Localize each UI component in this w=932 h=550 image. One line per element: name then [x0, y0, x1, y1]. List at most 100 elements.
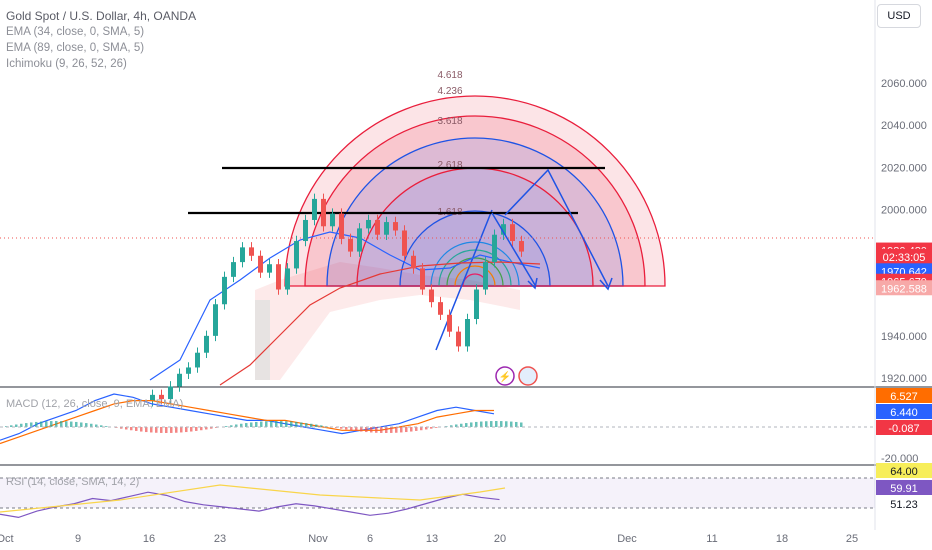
trend-line [435, 209, 493, 351]
macd-histogram-bar [245, 423, 248, 427]
arrow-head [599, 277, 613, 291]
macd-series-line [0, 400, 494, 445]
macd-histogram-bar [65, 421, 68, 427]
macd-histogram-bar [155, 427, 158, 433]
candle [240, 247, 245, 263]
macd-histogram-bar [120, 427, 123, 429]
macd-histogram-bar [385, 427, 388, 433]
macd-histogram-bar [40, 421, 43, 427]
macd-histogram-bar [45, 421, 48, 427]
macd-histogram-bar [20, 423, 23, 427]
candle [339, 213, 344, 239]
macd-histogram-bar [190, 427, 193, 432]
macd-label: MACD (12, 26, close, 9, EMA, EMA) [6, 398, 184, 410]
event-flash-icon [495, 366, 515, 386]
macd-histogram-bar [510, 421, 513, 427]
x-tick-label: 16 [143, 533, 155, 545]
price-label-bg [876, 280, 932, 296]
macd-histogram-bar [350, 427, 353, 431]
macd-histogram-bar [505, 421, 508, 427]
macd-histogram-bar [430, 427, 433, 429]
candle [456, 331, 461, 347]
x-tick-label: 9 [75, 533, 81, 545]
candle [213, 304, 218, 336]
indicator-ema34[interactable]: EMA (34, close, 0, SMA, 5) [6, 26, 145, 38]
candle [357, 228, 362, 252]
chart-legend: Gold Spot / U.S. Dollar, 4h, OANDA EMA (… [6, 8, 196, 72]
macd-histogram-bar [195, 427, 198, 431]
candle [258, 255, 263, 273]
x-tick-label: Dec [617, 533, 637, 545]
macd-histogram-bar [260, 421, 263, 427]
indicator-ema89[interactable]: EMA (89, close, 0, SMA, 5) [6, 42, 145, 54]
fib-circle-inner [446, 257, 504, 287]
macd-value-label: 6.440 [890, 407, 918, 419]
projection-arrow [491, 212, 536, 286]
macd-histogram-bar [210, 427, 213, 429]
fib-level-label: 4.236 [437, 86, 462, 97]
candle [330, 213, 335, 227]
us-flag-icon [518, 366, 538, 386]
macd-histogram-bar [520, 422, 523, 427]
macd-histogram-bar [450, 425, 453, 427]
macd-histogram-bar [300, 422, 303, 427]
candle [285, 268, 290, 290]
candle [465, 319, 470, 347]
macd-histogram-bar [240, 423, 243, 427]
macd-histogram-bar [470, 422, 473, 427]
macd-histogram-bar [205, 427, 208, 430]
projection-arrow [504, 168, 609, 287]
y-tick-label: 2000.000 [881, 204, 927, 216]
x-tick-label: 6 [367, 533, 373, 545]
macd-histogram-bar [170, 427, 173, 433]
macd-histogram-bar [365, 427, 368, 433]
macd-histogram-bar [295, 421, 298, 427]
macd-histogram-bar [160, 427, 163, 433]
macd-histogram-bar [225, 426, 228, 427]
x-tick-label: 25 [846, 533, 858, 545]
macd-histogram-bar [105, 426, 108, 427]
macd-tick-label: -20.000 [881, 453, 918, 465]
macd-histogram-bar [70, 421, 73, 427]
indicator-ichimoku[interactable]: Ichimoku (9, 26, 52, 26) [6, 58, 127, 70]
candle [483, 262, 488, 290]
candle [393, 222, 398, 231]
x-tick-label: 18 [776, 533, 788, 545]
macd-histogram-bar [465, 423, 468, 427]
candle [420, 268, 425, 290]
event-flash-icon: ⚡ [499, 370, 511, 383]
macd-histogram-bar [75, 421, 78, 427]
macd-histogram-bar [200, 427, 203, 431]
macd-histogram-bar [345, 427, 348, 430]
candle [321, 198, 326, 227]
candle [510, 224, 515, 242]
macd-histogram-bar [360, 427, 363, 432]
macd-histogram-bar [135, 427, 138, 431]
macd-histogram-bar [455, 424, 458, 427]
candle [150, 394, 155, 402]
rsi-line [0, 491, 500, 519]
macd-series-line [0, 393, 495, 441]
macd-histogram-bar [235, 424, 238, 427]
rsi-value-bg [876, 463, 932, 478]
candle [222, 276, 227, 305]
fib-level-label: 4.618 [437, 70, 462, 81]
macd-histogram-bar [310, 423, 313, 427]
rsi-label: RSI (14, close, SMA, 14, 2) [6, 476, 140, 488]
candle [267, 264, 272, 273]
macd-histogram-bar [80, 422, 83, 427]
rsi-value-label: 59.91 [890, 483, 918, 495]
candle [276, 264, 281, 290]
macd-histogram-bar [320, 425, 323, 427]
macd-histogram-bar [280, 421, 283, 427]
currency-button[interactable]: USD [877, 4, 921, 28]
macd-histogram-bar [375, 427, 378, 433]
macd-histogram-bar [515, 421, 518, 427]
candle [177, 373, 182, 387]
x-tick-label: Nov [308, 533, 328, 545]
macd-histogram-bar [250, 422, 253, 427]
candle [186, 367, 191, 374]
candle [384, 222, 389, 235]
candle [429, 289, 434, 303]
